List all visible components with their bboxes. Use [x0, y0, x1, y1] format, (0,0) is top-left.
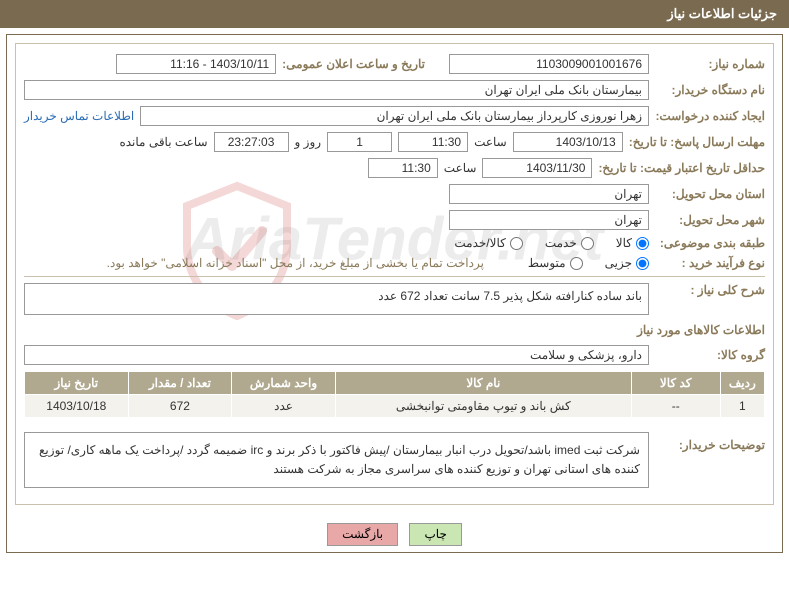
- proc-medium-option[interactable]: متوسط: [528, 256, 583, 270]
- table-header: تاریخ نیاز: [25, 372, 129, 395]
- days-suffix: روز و: [295, 135, 322, 149]
- table-header: ردیف: [720, 372, 764, 395]
- city-field: تهران: [449, 210, 649, 230]
- city-label: شهر محل تحویل:: [655, 213, 765, 227]
- table-cell: 672: [128, 395, 232, 418]
- buyer-contact-link[interactable]: اطلاعات تماس خریدار: [24, 109, 134, 123]
- table-header: کد کالا: [631, 372, 720, 395]
- resp-time-field: 11:30: [398, 132, 468, 152]
- group-label: گروه کالا:: [655, 348, 765, 362]
- items-table: ردیفکد کالانام کالاواحد شمارشتعداد / مقد…: [24, 371, 765, 418]
- table-header: نام کالا: [335, 372, 631, 395]
- time-label-1: ساعت: [474, 135, 507, 149]
- table-cell: کش باند و تیوپ مقاومتی توانبخشی: [335, 395, 631, 418]
- remaining-label: ساعت باقی مانده: [119, 135, 207, 149]
- province-field: تهران: [449, 184, 649, 204]
- table-cell: --: [631, 395, 720, 418]
- process-label: نوع فرآیند خرید :: [655, 256, 765, 270]
- creator-label: ایجاد کننده درخواست:: [655, 109, 765, 123]
- cat-goods-radio[interactable]: [636, 237, 649, 250]
- back-button[interactable]: بازگشت: [327, 523, 398, 546]
- validity-label: حداقل تاریخ اعتبار قیمت: تا تاریخ:: [598, 161, 765, 175]
- province-label: استان محل تحویل:: [655, 187, 765, 201]
- validity-time-field: 11:30: [368, 158, 438, 178]
- summary-field: باند ساده کنارافته شکل پذیر 7.5 سانت تعد…: [24, 283, 649, 315]
- need-no-field: 1103009001001676: [449, 54, 649, 74]
- table-cell: 1403/10/18: [25, 395, 129, 418]
- buyer-desc-box: شرکت ثبت imed باشد/تحویل درب انبار بیمار…: [24, 432, 649, 488]
- proc-medium-radio[interactable]: [570, 257, 583, 270]
- resp-date-field: 1403/10/13: [513, 132, 623, 152]
- cat-both-option[interactable]: کالا/خدمت: [454, 236, 522, 250]
- buyer-desc-label: توضیحات خریدار:: [655, 426, 765, 452]
- category-label: طبقه بندی موضوعی:: [655, 236, 765, 250]
- resp-deadline-label: مهلت ارسال پاسخ: تا تاریخ:: [629, 135, 765, 149]
- days-field: 1: [327, 132, 392, 152]
- page-header: جزئیات اطلاعات نیاز: [0, 0, 789, 28]
- process-radio-group: جزیی متوسط: [510, 256, 649, 270]
- time-label-2: ساعت: [444, 161, 477, 175]
- proc-small-radio[interactable]: [636, 257, 649, 270]
- need-no-label: شماره نیاز:: [655, 57, 765, 71]
- table-row: 1--کش باند و تیوپ مقاومتی توانبخشیعدد672…: [25, 395, 765, 418]
- table-header: تعداد / مقدار: [128, 372, 232, 395]
- countdown-field: 23:27:03: [214, 132, 289, 152]
- table-cell: 1: [720, 395, 764, 418]
- buyer-org-label: نام دستگاه خریدار:: [655, 83, 765, 97]
- print-button[interactable]: چاپ: [409, 523, 461, 546]
- cat-service-option[interactable]: خدمت: [545, 236, 594, 250]
- proc-small-option[interactable]: جزیی: [605, 256, 649, 270]
- announce-dt-label: تاریخ و ساعت اعلان عمومی:: [282, 57, 425, 71]
- table-cell: عدد: [232, 395, 336, 418]
- page-title: جزئیات اطلاعات نیاز: [667, 6, 777, 21]
- cat-goods-option[interactable]: کالا: [616, 236, 649, 250]
- content-wrapper: شماره نیاز: 1103009001001676 تاریخ و ساع…: [6, 34, 783, 553]
- summary-label: شرح کلی نیاز :: [655, 283, 765, 297]
- category-radio-group: کالا خدمت کالا/خدمت: [436, 236, 649, 250]
- group-field: دارو، پزشکی و سلامت: [24, 345, 649, 365]
- payment-note: پرداخت تمام یا بخشی از مبلغ خرید، از محل…: [107, 256, 484, 270]
- table-header: واحد شمارش: [232, 372, 336, 395]
- items-section-title: اطلاعات کالاهای مورد نیاز: [24, 323, 765, 337]
- separator-1: [24, 276, 765, 277]
- button-row: چاپ بازگشت: [7, 513, 782, 552]
- validity-date-field: 1403/11/30: [482, 158, 592, 178]
- cat-both-radio[interactable]: [510, 237, 523, 250]
- announce-dt-field: 1403/10/11 - 11:16: [116, 54, 276, 74]
- cat-service-radio[interactable]: [581, 237, 594, 250]
- creator-field: زهرا نوروزی کارپرداز بیمارستان بانک ملی …: [140, 106, 649, 126]
- buyer-org-field: بیمارستان بانک ملی ایران تهران: [24, 80, 649, 100]
